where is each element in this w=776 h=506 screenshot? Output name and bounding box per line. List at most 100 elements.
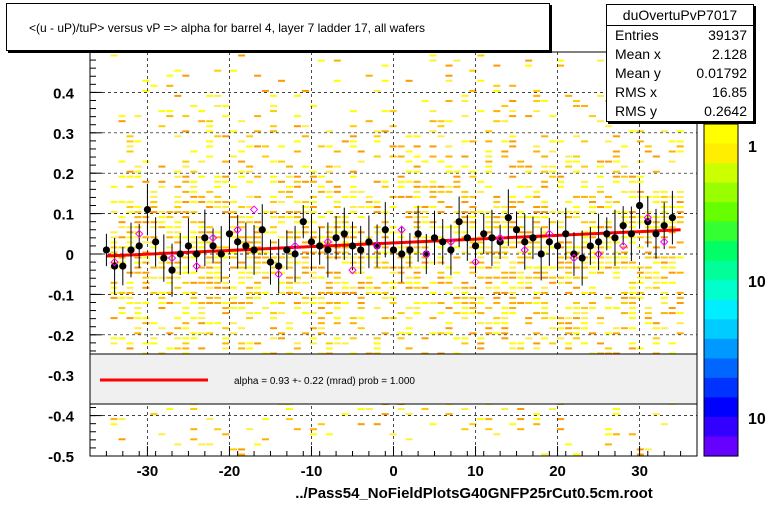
density-mark xyxy=(525,241,533,244)
density-mark xyxy=(198,201,206,203)
density-mark xyxy=(262,271,269,274)
density-mark xyxy=(317,59,325,62)
density-mark xyxy=(118,438,126,441)
density-mark xyxy=(660,261,668,264)
density-mark xyxy=(158,433,166,436)
density-mark xyxy=(357,281,365,284)
density-mark xyxy=(190,195,198,198)
density-mark xyxy=(676,140,684,143)
density-mark xyxy=(477,190,485,193)
density-mark xyxy=(517,185,525,188)
density-mark xyxy=(485,226,493,229)
density-mark xyxy=(389,433,397,436)
density-mark xyxy=(214,69,222,72)
density-mark xyxy=(230,332,238,335)
density-mark xyxy=(206,332,214,335)
density-mark xyxy=(405,150,413,153)
profile-point xyxy=(521,238,529,246)
density-mark xyxy=(262,256,269,259)
density-mark xyxy=(421,408,429,410)
density-mark xyxy=(461,155,469,158)
y-tick-label: -0.1 xyxy=(48,287,74,304)
open-marker xyxy=(495,233,505,243)
density-mark xyxy=(293,140,301,143)
density-mark xyxy=(676,332,684,335)
density-mark xyxy=(652,195,660,198)
density-mark xyxy=(557,327,565,330)
density-mark xyxy=(254,291,262,294)
density-mark xyxy=(254,226,262,229)
density-mark xyxy=(461,342,469,345)
x-tick-label: 10 xyxy=(467,463,484,480)
density-mark xyxy=(230,322,238,325)
density-mark xyxy=(573,337,580,340)
density-mark xyxy=(246,241,254,244)
density-mark xyxy=(357,286,365,289)
density-mark xyxy=(309,302,317,304)
density-mark xyxy=(461,281,469,284)
density-mark xyxy=(604,296,612,299)
palette-cell xyxy=(704,163,738,184)
density-mark xyxy=(333,79,341,82)
density-mark xyxy=(190,231,198,234)
density-mark xyxy=(477,256,485,259)
density-mark xyxy=(597,256,604,259)
density-mark xyxy=(262,261,269,264)
density-mark xyxy=(206,418,214,421)
density-mark xyxy=(254,236,262,239)
density-mark xyxy=(357,150,365,153)
open-marker xyxy=(192,261,201,271)
density-mark xyxy=(301,271,309,274)
density-mark xyxy=(118,246,126,249)
density-mark xyxy=(405,317,413,320)
density-mark xyxy=(477,418,485,421)
density-mark xyxy=(509,100,517,102)
density-mark xyxy=(469,286,477,289)
density-mark xyxy=(636,130,644,133)
density-mark xyxy=(182,347,190,350)
density-mark xyxy=(533,302,541,304)
density-mark xyxy=(604,266,612,269)
density-mark xyxy=(254,115,262,118)
density-mark xyxy=(293,125,301,128)
density-mark xyxy=(142,286,150,289)
density-mark xyxy=(389,145,397,148)
density-mark xyxy=(644,236,652,239)
density-mark xyxy=(604,236,612,239)
density-mark xyxy=(628,327,636,330)
density-mark xyxy=(182,201,190,203)
density-mark xyxy=(270,312,277,315)
density-mark xyxy=(198,110,206,113)
profile-point xyxy=(627,230,635,238)
density-mark xyxy=(501,150,509,153)
density-mark xyxy=(541,302,549,304)
density-mark xyxy=(182,271,190,274)
density-mark xyxy=(429,185,437,188)
density-mark xyxy=(541,100,549,102)
density-mark xyxy=(142,89,150,92)
density-mark xyxy=(190,211,198,214)
density-mark xyxy=(668,307,676,309)
density-mark xyxy=(549,408,557,410)
density-mark xyxy=(652,271,660,274)
density-mark xyxy=(222,327,230,330)
density-mark xyxy=(349,135,357,138)
density-mark xyxy=(126,302,134,304)
density-mark xyxy=(533,423,541,426)
density-mark xyxy=(533,216,541,219)
density-mark xyxy=(597,175,604,178)
density-mark xyxy=(533,221,541,224)
density-mark xyxy=(389,296,397,299)
density-mark xyxy=(461,190,469,193)
density-mark xyxy=(493,110,501,113)
density-mark xyxy=(565,307,573,309)
density-mark xyxy=(238,226,246,229)
density-mark xyxy=(238,140,246,143)
density-mark xyxy=(676,150,684,153)
density-mark xyxy=(134,307,142,309)
density-mark xyxy=(222,115,230,118)
density-mark xyxy=(198,231,206,234)
density-mark xyxy=(477,110,485,113)
density-mark xyxy=(469,221,477,224)
density-mark xyxy=(612,150,620,153)
